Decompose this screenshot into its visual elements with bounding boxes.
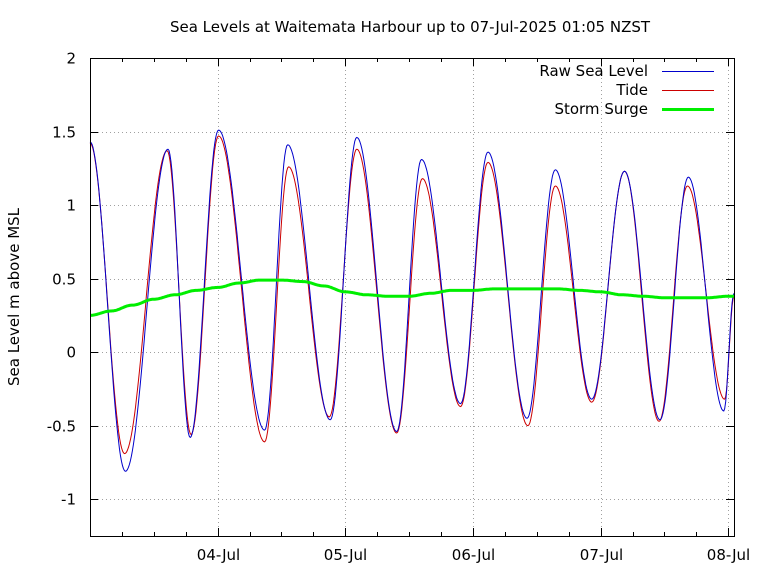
chart-title: Sea Levels at Waitemata Harbour up to 07…: [170, 18, 651, 36]
tick-labels: 2 1.5 1 0.5 0 -0.5 -1 04-Jul 05-Jul 06-Jul 07-Jul 0…: [47, 50, 751, 565]
storm-surge-line: [89, 278, 735, 317]
data-series: [89, 129, 735, 472]
y-tick-label: 1: [66, 197, 76, 215]
legend-label-storm-surge: Storm Surge: [554, 100, 648, 118]
axis-ticks: [90, 58, 734, 536]
y-tick-label: 0: [66, 344, 76, 362]
x-tick-label: 08-Jul: [707, 546, 750, 564]
y-tick-label: -0.5: [47, 418, 76, 436]
legend-label-raw-sea-level: Raw Sea Level: [539, 62, 648, 80]
plot-frame: [90, 58, 735, 537]
x-tick-label: 07-Jul: [580, 546, 623, 564]
y-axis-label: Sea Level m above MSL: [5, 207, 23, 386]
x-tick-label: 06-Jul: [452, 546, 495, 564]
legend-label-tide: Tide: [615, 81, 648, 99]
raw-sea-level-line: [89, 129, 735, 472]
y-tick-label: 1.5: [52, 124, 76, 142]
x-tick-label: 04-Jul: [197, 546, 240, 564]
y-tick-label: 2: [66, 50, 76, 68]
y-tick-label: 0.5: [52, 271, 76, 289]
x-tick-label: 05-Jul: [324, 546, 367, 564]
y-tick-label: -1: [61, 491, 76, 509]
